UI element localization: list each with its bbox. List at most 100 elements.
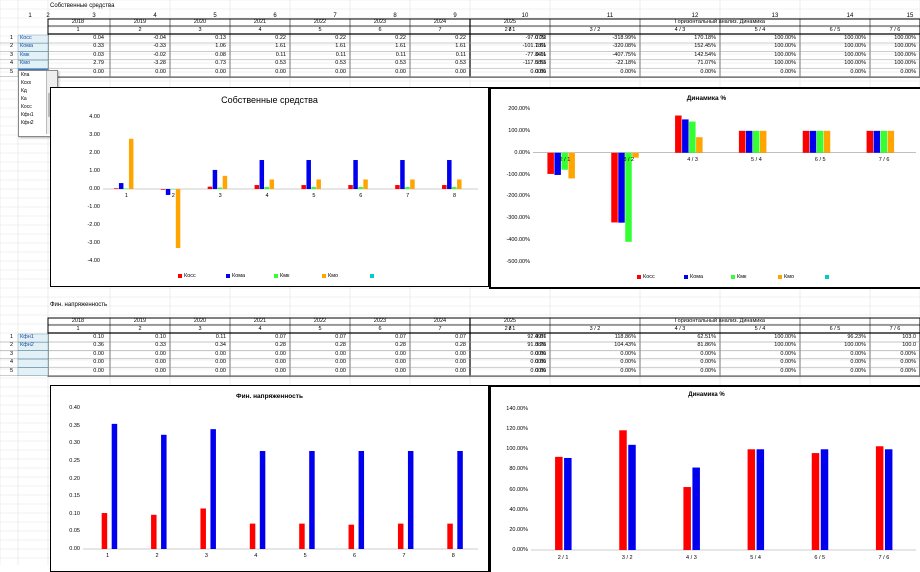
dynamic-cell[interactable]: 92.49% (527, 334, 546, 340)
value-cell[interactable]: 0.22 (395, 35, 406, 41)
dynamic-cell[interactable]: 142.54% (694, 51, 716, 58)
dynamic-cell[interactable]: 170.18% (694, 35, 716, 41)
dynamic-cell[interactable]: -320.08% (612, 43, 636, 50)
value-cell[interactable]: 0.11 (395, 51, 406, 58)
value-cell[interactable]: 0.00 (215, 68, 226, 75)
dynamic-cell[interactable]: 0.00% (530, 350, 546, 357)
value-cell[interactable]: -0.02 (153, 51, 166, 58)
dynamic-cell[interactable]: 100.00% (774, 60, 796, 67)
value-cell[interactable]: 0.11 (535, 51, 546, 58)
dynamic-cell[interactable]: 100.00% (774, 334, 796, 340)
value-cell[interactable]: 0.34 (215, 342, 226, 349)
dropdown-option[interactable]: Кфн2 (21, 120, 34, 126)
chart-fin-tension[interactable]: Фин. напряженность 0.40 0.35 0.30 0.25 0.20 0.… (50, 385, 489, 572)
value-cell[interactable]: -3.28 (153, 60, 166, 67)
dynamic-cell[interactable]: -101.78% (522, 43, 546, 50)
chart-dynamics-1[interactable]: Динамика % 200.00% 100.00% 0.00% -100.00% -20… (489, 87, 920, 289)
dynamic-cell[interactable]: -97.07% (525, 35, 547, 41)
value-cell[interactable]: 0.00 (215, 350, 226, 357)
value-cell[interactable]: 0.00 (395, 350, 406, 357)
value-cell[interactable]: 0.53 (395, 60, 406, 67)
value-cell[interactable]: 1.61 (275, 43, 286, 50)
dynamic-cell[interactable]: 96.23% (847, 334, 866, 340)
value-cell[interactable]: 1.06 (215, 43, 226, 50)
value-cell[interactable]: 1.61 (335, 43, 346, 50)
value-cell[interactable]: 0.11 (455, 51, 466, 58)
value-cell[interactable]: -0.33 (153, 43, 166, 50)
value-cell[interactable]: 0.10 (93, 334, 104, 340)
value-cell[interactable]: 0.07 (535, 334, 546, 340)
value-cell[interactable]: -0.04 (153, 35, 166, 41)
dynamic-cell[interactable]: 100.00% (894, 35, 916, 41)
value-cell[interactable]: 0.00 (335, 350, 346, 357)
dynamic-cell[interactable]: 0.00% (780, 359, 796, 366)
value-cell[interactable]: 0.22 (535, 35, 546, 41)
dynamic-cell[interactable]: 100.00% (774, 35, 796, 41)
value-cell[interactable]: 0.36 (93, 342, 104, 349)
dynamic-cell[interactable]: 0.00% (530, 367, 546, 374)
dynamic-cell[interactable]: 100.00% (894, 43, 916, 50)
dropdown-option[interactable]: Кфн1 (21, 112, 34, 118)
value-cell[interactable]: 0.00 (215, 367, 226, 374)
value-cell[interactable]: 0.00 (275, 367, 286, 374)
dropdown-option[interactable]: Ка (21, 96, 27, 102)
dynamic-cell[interactable]: 103.0 (902, 334, 916, 340)
dynamic-cell[interactable]: 0.00% (850, 350, 866, 357)
dynamic-cell[interactable]: 0.00% (850, 359, 866, 366)
indicator-name-cell[interactable]: Косс (20, 35, 32, 41)
value-cell[interactable]: 0.04 (93, 35, 104, 41)
dynamic-cell[interactable]: 71.07% (697, 60, 716, 67)
value-cell[interactable]: 0.03 (93, 51, 104, 58)
dynamic-cell[interactable]: 0.00% (900, 367, 916, 374)
value-cell[interactable]: 0.00 (455, 359, 466, 366)
value-cell[interactable]: 0.53 (275, 60, 286, 67)
value-cell[interactable]: 0.00 (535, 68, 546, 75)
dynamic-cell[interactable]: 0.00% (850, 367, 866, 374)
value-cell[interactable]: 0.00 (395, 359, 406, 366)
dynamic-cell[interactable]: 0.00% (700, 68, 716, 75)
value-cell[interactable]: 0.00 (535, 359, 546, 366)
value-cell[interactable]: 0.00 (155, 350, 166, 357)
dynamic-cell[interactable]: -22.18% (615, 60, 637, 67)
value-cell[interactable]: 0.00 (155, 367, 166, 374)
value-cell[interactable]: 0.00 (93, 350, 104, 357)
dynamic-cell[interactable]: 0.00% (620, 68, 636, 75)
value-cell[interactable]: 0.00 (275, 350, 286, 357)
dropdown-option[interactable]: Косс (21, 104, 32, 110)
value-cell[interactable]: 0.00 (93, 367, 104, 374)
indicator-name-cell[interactable]: Кмо (20, 60, 31, 67)
chart-own-funds[interactable]: Собственные средства 4.00 3.00 2.00 1.00 0.00… (50, 87, 489, 287)
value-cell[interactable]: 0.00 (455, 68, 466, 75)
dynamic-cell[interactable]: 0.00% (530, 68, 546, 75)
value-cell[interactable]: 0.33 (93, 43, 104, 50)
dynamic-cell[interactable]: 0.00% (850, 68, 866, 75)
value-cell[interactable]: 0.00 (93, 68, 104, 75)
dynamic-cell[interactable]: 0.00% (620, 359, 636, 366)
value-cell[interactable]: 0.08 (215, 51, 226, 58)
dynamic-cell[interactable]: 81.86% (697, 342, 716, 349)
dynamic-cell[interactable]: 100.0 (902, 342, 916, 349)
dynamic-cell[interactable]: 100.00% (894, 51, 916, 58)
dynamic-cell[interactable]: 100.00% (844, 60, 866, 67)
dynamic-cell[interactable]: 0.00% (530, 359, 546, 366)
value-cell[interactable]: 0.00 (455, 367, 466, 374)
dynamic-cell[interactable]: -318.99% (612, 35, 636, 41)
value-cell[interactable]: 0.00 (335, 68, 346, 75)
value-cell[interactable]: 0.11 (275, 51, 286, 58)
dynamic-cell[interactable]: 100.00% (844, 35, 866, 41)
value-cell[interactable]: 0.22 (275, 35, 286, 41)
dynamic-cell[interactable]: -117.58% (522, 60, 546, 67)
dynamic-cell[interactable]: 0.00% (900, 68, 916, 75)
dynamic-cell[interactable]: 0.00% (900, 350, 916, 357)
dynamic-cell[interactable]: 0.00% (780, 350, 796, 357)
value-cell[interactable]: 0.13 (215, 35, 226, 41)
dynamic-cell[interactable]: 0.00% (700, 350, 716, 357)
dynamic-cell[interactable]: 152.45% (694, 43, 716, 50)
value-cell[interactable]: 0.00 (395, 68, 406, 75)
value-cell[interactable]: 0.00 (215, 359, 226, 366)
indicator-name-cell[interactable]: Кмк (20, 51, 30, 58)
value-cell[interactable]: 0.53 (535, 60, 546, 67)
indicator-name-cell[interactable]: Кфн1 (20, 334, 34, 340)
value-cell[interactable]: 1.61 (535, 43, 546, 50)
dynamic-cell[interactable]: 100.00% (844, 51, 866, 58)
